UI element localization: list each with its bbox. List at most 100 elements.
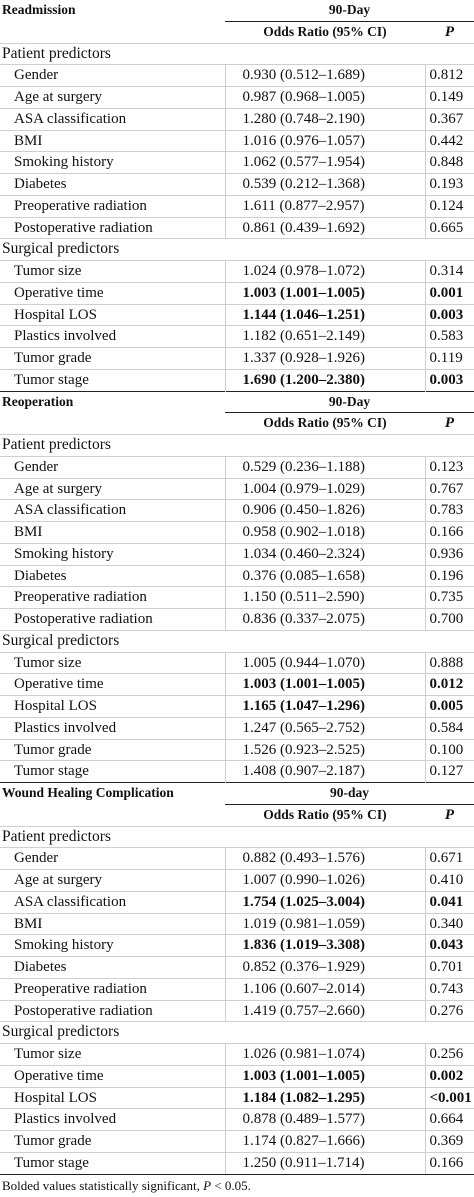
odds-ratio-value: 0.836 (0.337–2.075): [224, 608, 425, 631]
p-value: 0.127: [424, 760, 474, 783]
p-value: 0.123: [424, 455, 474, 478]
group-label: Patient predictors: [0, 42, 474, 65]
predictor-name: ASA classification: [0, 107, 225, 130]
predictor-name: ASA classification: [0, 499, 225, 522]
odds-ratio-value: 1.836 (1.019–3.308): [224, 934, 425, 957]
section-header-row: Readmission 90-Day: [0, 0, 474, 22]
p-value: 0.119: [424, 347, 474, 370]
odds-ratio-value: 1.004 (0.979–1.029): [224, 477, 425, 500]
table-row: Hospital LOS 1.184 (1.082–1.295) <0.001: [0, 1086, 474, 1109]
p-value: 0.783: [424, 499, 474, 522]
group-label-row: Surgical predictors: [0, 629, 474, 652]
period-header: 90-day: [225, 782, 474, 805]
table-row: Tumor size 1.024 (0.978–1.072) 0.314: [0, 260, 474, 283]
odds-ratio-value: 1.184 (1.082–1.295): [224, 1086, 425, 1109]
table-footnote: Bolded values statistically significant,…: [0, 1173, 474, 1197]
odds-ratio-value: 1.003 (1.001–1.005): [224, 1064, 425, 1087]
table-row: Preoperative radiation 1.611 (0.877–2.957…: [0, 194, 474, 217]
odds-ratio-value: 0.882 (0.493–1.576): [224, 847, 425, 870]
odds-ratio-value: 1.003 (1.001–1.005): [224, 281, 425, 304]
table-row: Plastics involved 1.182 (0.651–2.149) 0.58…: [0, 325, 474, 348]
p-value: 0.735: [424, 586, 474, 609]
p-value: 0.767: [424, 477, 474, 500]
table-row: Operative time 1.003 (1.001–1.005) 0.002: [0, 1064, 474, 1087]
p-value: 0.003: [424, 303, 474, 326]
predictor-name: Diabetes: [0, 956, 225, 979]
predictor-name: BMI: [0, 129, 225, 152]
odds-ratio-value: 1.526 (0.923–2.525): [224, 738, 425, 761]
predictor-name: Tumor grade: [0, 738, 225, 761]
predictor-name: Preoperative radiation: [0, 977, 225, 1000]
odds-ratio-value: 0.529 (0.236–1.188): [224, 455, 425, 478]
group-label: Surgical predictors: [0, 238, 474, 261]
odds-ratio-value: 1.419 (0.757–2.660): [224, 999, 425, 1022]
group-label-row: Patient predictors: [0, 434, 474, 457]
p-value: 0.700: [424, 608, 474, 631]
table-row: Tumor grade 1.174 (0.827–1.666) 0.369: [0, 1130, 474, 1153]
table-row: Postoperative radiation 0.861 (0.439–1.69…: [0, 216, 474, 239]
odds-ratio-value: 0.930 (0.512–1.689): [224, 64, 425, 87]
group-label: Surgical predictors: [0, 629, 474, 652]
odds-ratio-value: 1.106 (0.607–2.014): [224, 977, 425, 1000]
table-row: Smoking history 1.836 (1.019–3.308) 0.043: [0, 934, 474, 957]
predictor-name: Postoperative radiation: [0, 999, 225, 1022]
p-value: 0.701: [424, 956, 474, 979]
column-header-row: Odds Ratio (95% CI) P: [0, 21, 474, 43]
predictor-name: Preoperative radiation: [0, 586, 225, 609]
odds-ratio-value: 1.337 (0.928–1.926): [224, 347, 425, 370]
table-row: ASA classification 1.280 (0.748–2.190) 0.3…: [0, 107, 474, 130]
odds-ratio-value: 0.878 (0.489–1.577): [224, 1108, 425, 1131]
odds-ratio-value: 1.754 (1.025–3.004): [224, 890, 425, 913]
predictor-name: Hospital LOS: [0, 303, 225, 326]
table-row: ASA classification 1.754 (1.025–3.004) 0.0…: [0, 890, 474, 913]
odds-ratio-value: 1.150 (0.511–2.590): [224, 586, 425, 609]
p-value: 0.812: [424, 64, 474, 87]
odds-ratio-value: 1.250 (0.911–1.714): [224, 1151, 425, 1174]
odds-ratio-value: 1.016 (0.976–1.057): [224, 129, 425, 152]
column-header-odds-ratio: Odds Ratio (95% CI): [263, 806, 387, 822]
period-header: 90-Day: [225, 390, 474, 414]
predictor-name: Operative time: [0, 673, 225, 696]
predictor-name: Smoking history: [0, 934, 225, 957]
predictor-name: Plastics involved: [0, 716, 225, 739]
column-header-p: P: [444, 23, 455, 40]
p-value: 0.002: [424, 1064, 474, 1087]
predictor-name: Tumor stage: [0, 1151, 225, 1174]
predictor-name: Postoperative radiation: [0, 216, 225, 239]
predictor-name: Tumor grade: [0, 347, 225, 370]
table-row: Tumor size 1.026 (0.981–1.074) 0.256: [0, 1043, 474, 1066]
predictor-name: Tumor size: [0, 651, 225, 674]
group-label: Surgical predictors: [0, 1021, 474, 1044]
table-row: Age at surgery 1.004 (0.979–1.029) 0.767: [0, 477, 474, 500]
predictor-name: Smoking history: [0, 151, 225, 174]
predictor-name: Gender: [0, 847, 225, 870]
predictor-name: Tumor stage: [0, 368, 225, 391]
section-title: Reoperation: [0, 390, 225, 435]
p-value: 0.196: [424, 564, 474, 587]
table-row: Preoperative radiation 1.150 (0.511–2.590…: [0, 586, 474, 609]
predictor-name: BMI: [0, 912, 225, 935]
table-row: Tumor stage 1.408 (0.907–2.187) 0.127: [0, 760, 474, 783]
p-value: 0.848: [424, 151, 474, 174]
column-header-p: P: [444, 415, 455, 432]
predictor-name: ASA classification: [0, 890, 225, 913]
group-label-row: Patient predictors: [0, 825, 474, 848]
predictor-name: Tumor size: [0, 260, 225, 283]
odds-ratio-value: 1.026 (0.981–1.074): [224, 1043, 425, 1066]
predictor-name: Gender: [0, 64, 225, 87]
predictor-name: Hospital LOS: [0, 1086, 225, 1109]
table-row: Preoperative radiation 1.106 (0.607–2.014…: [0, 977, 474, 1000]
section-header-row: Reoperation 90-Day: [0, 390, 474, 435]
odds-ratio-value: 1.690 (1.200–2.380): [224, 368, 425, 391]
odds-ratio-value: 0.861 (0.439–1.692): [224, 216, 425, 239]
odds-ratio-value: 1.062 (0.577–1.954): [224, 151, 425, 174]
p-value: 0.166: [424, 1151, 474, 1174]
predictor-name: Age at surgery: [0, 477, 225, 500]
column-header-row: Odds Ratio (95% CI) P: [0, 413, 474, 435]
table-row: Diabetes 0.539 (0.212–1.368) 0.193: [0, 173, 474, 196]
p-value: 0.583: [424, 325, 474, 348]
p-value: 0.314: [424, 260, 474, 283]
p-value: 0.041: [424, 890, 474, 913]
odds-ratio-value: 1.003 (1.001–1.005): [224, 673, 425, 696]
